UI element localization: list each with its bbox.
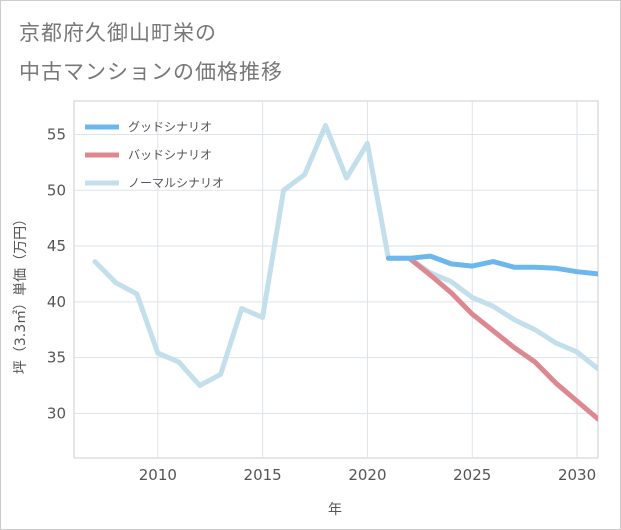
x-tick-label: 2010 <box>139 466 177 484</box>
series-line-bad <box>406 255 598 422</box>
y-tick-label: 35 <box>47 349 66 367</box>
x-tick-label: 2015 <box>244 466 282 484</box>
legend-label-bad: バッドシナリオ <box>128 148 212 162</box>
series-line-normal <box>92 123 598 388</box>
chart-title-line-2: 中古マンションの価格推移 <box>19 60 283 84</box>
x-tick-label: 2025 <box>453 466 491 484</box>
y-tick-label: 50 <box>47 181 66 199</box>
y-tick-label: 40 <box>47 293 66 311</box>
plot-area <box>73 100 599 459</box>
x-tick-label: 2020 <box>348 466 386 484</box>
axis-ticks: 2010 2015 2020 2025 2030 30 35 40 45 50 55 <box>47 125 596 484</box>
x-axis-title: 年 <box>328 502 342 518</box>
x-tick-label: 2030 <box>558 466 596 484</box>
series-lines <box>92 123 598 422</box>
y-axis-title: 坪（3.3㎡）単価（万円） <box>13 212 29 374</box>
series-line-good <box>385 253 598 277</box>
y-tick-label: 55 <box>47 125 66 143</box>
legend-label-good: グッドシナリオ <box>128 120 212 134</box>
y-tick-label: 45 <box>47 237 66 255</box>
legend-label-normal: ノーマルシナリオ <box>128 176 224 190</box>
chart-title-line-1: 京都府久御山町栄の <box>19 21 217 45</box>
y-tick-label: 30 <box>47 404 66 422</box>
grid <box>74 101 598 458</box>
